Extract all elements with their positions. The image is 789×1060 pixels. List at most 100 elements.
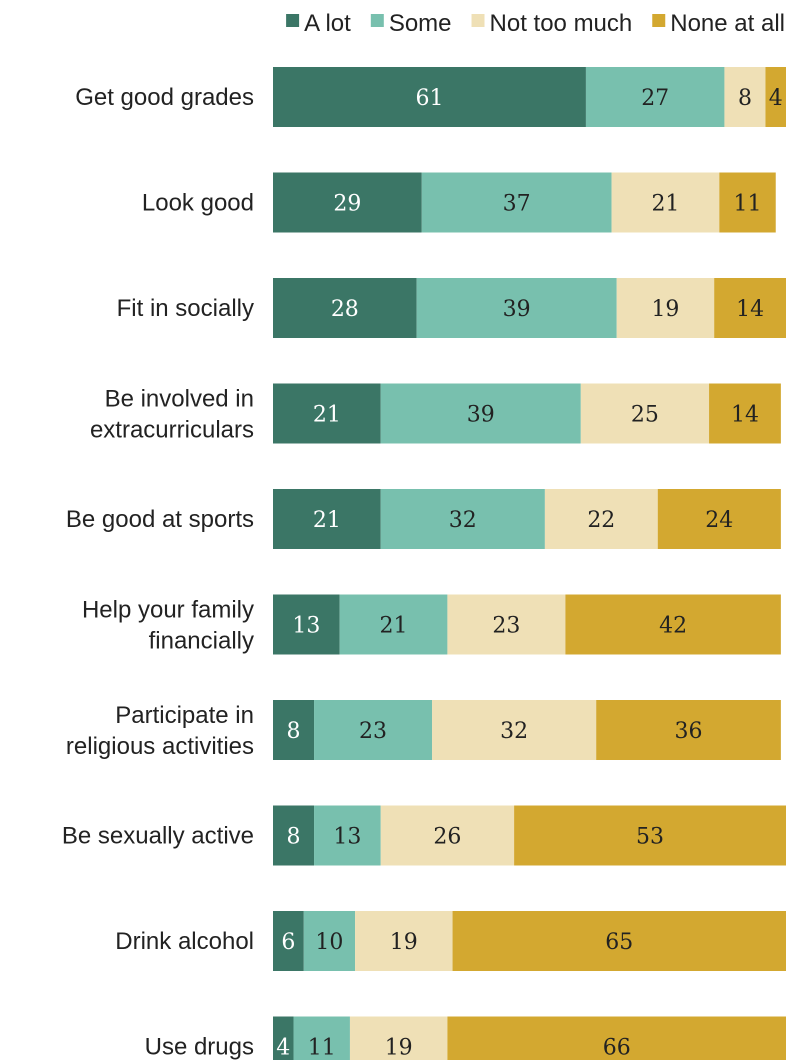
bar-segment-not-too-much [447,594,566,655]
legend-item-some: Some [370,10,452,37]
bar-segment-not-too-much [432,700,597,760]
value-label-not-too-much: 19 [385,1036,413,1060]
bar-segment-a-lot [273,172,422,233]
value-label-some: 10 [315,930,343,955]
bar-segment-some [421,172,612,233]
legend-item-none-at-all: None at all [652,10,785,37]
category-label-be-good-at-sports: Be good at sports [66,506,254,533]
value-label-not-too-much: 32 [500,719,528,744]
legend: A lot Some Not too much None at all [286,10,785,37]
value-label-some: 23 [359,719,387,744]
category-label-get-good-grades: Get good grades [75,84,254,111]
category-label-be-sexually-active: Be sexually active [62,823,254,850]
value-label-none-at-all: 36 [675,719,703,744]
bar-segment-some [293,1016,350,1060]
category-label-help-your-family-financially: Help your family financially [82,597,254,655]
bar-segment-a-lot [273,700,315,760]
bar-segment-none-at-all [709,383,781,444]
value-label-some: 13 [333,825,361,850]
legend-swatch-none-at-all [652,14,666,27]
bar-segment-none-at-all [565,594,781,655]
bar-segment-not-too-much [349,1016,448,1060]
category-label-drink-alcohol: Drink alcohol [115,928,254,955]
value-label-not-too-much: 25 [631,403,659,428]
category-labels: Get good grades Look good Fit in socially B… [62,84,254,1060]
value-label-a-lot: 8 [287,719,301,744]
value-label-none-at-all: 24 [705,508,733,533]
bar-segment-not-too-much [611,172,720,233]
bar-segment-none-at-all [714,278,786,338]
value-label-some: 27 [641,86,669,111]
legend-swatch-some [370,14,384,27]
legend-swatch-not-too-much [471,14,485,27]
bar-row-use-drugs: 4 11 19 66 [273,1016,786,1060]
bar-row-look-good: 29 37 21 11 [273,172,776,233]
legend-item-a-lot: A lot [286,10,351,37]
value-label-some: 37 [503,192,531,217]
bar-segment-not-too-much [724,67,766,127]
bar-segment-not-too-much [355,911,453,971]
value-label-none-at-all: 14 [731,403,759,428]
legend-label-a-lot: A lot [304,10,351,37]
bar-row-be-involved-in-extracurriculars: 21 39 25 14 [273,383,781,444]
bar-segment-a-lot [273,1016,294,1060]
bar-segment-none-at-all [765,67,786,127]
legend-label-some: Some [389,10,452,37]
bar-row-be-good-at-sports: 21 32 22 24 [273,489,781,549]
value-label-not-too-much: 8 [738,86,752,111]
value-label-some: 39 [503,297,531,322]
value-label-a-lot: 8 [287,825,301,850]
value-label-a-lot: 28 [331,297,359,322]
value-label-none-at-all: 66 [603,1036,631,1060]
bar-segment-none-at-all [447,1016,786,1060]
bar-segment-none-at-all [514,805,786,866]
bar-segment-none-at-all [596,700,781,760]
value-label-a-lot: 61 [415,86,443,111]
category-label-use-drugs: Use drugs [145,1034,254,1060]
value-label-not-too-much: 19 [390,930,418,955]
bar-segment-a-lot [273,805,315,866]
value-label-none-at-all: 11 [734,192,762,217]
bar-segment-some [339,594,448,655]
bar-segment-a-lot [273,383,381,444]
value-label-a-lot: 21 [313,508,341,533]
value-label-none-at-all: 65 [605,930,633,955]
value-label-not-too-much: 21 [651,192,679,217]
value-label-not-too-much: 26 [433,825,461,850]
bar-segment-none-at-all [719,172,776,233]
value-label-not-too-much: 23 [492,614,520,639]
legend-item-not-too-much: Not too much [471,10,633,37]
bar-segment-none-at-all [452,911,786,971]
bar-segment-none-at-all [657,489,781,549]
bar-segment-some [380,383,581,444]
bar-segment-a-lot [273,489,381,549]
value-label-a-lot: 6 [281,930,295,955]
value-label-a-lot: 21 [313,403,341,428]
value-label-a-lot: 29 [333,192,361,217]
value-label-none-at-all: 53 [636,825,664,850]
bar-row-be-sexually-active: 8 13 26 53 [273,805,786,866]
value-label-some: 32 [449,508,477,533]
bar-row-drink-alcohol: 6 10 19 65 [273,911,786,971]
legend-label-not-too-much: Not too much [490,10,633,37]
bar-segment-a-lot [273,594,340,655]
value-label-none-at-all: 42 [659,614,687,639]
value-label-a-lot: 13 [292,614,320,639]
value-label-some: 21 [380,614,408,639]
category-label-fit-in-socially: Fit in socially [117,295,254,322]
bar-segment-not-too-much [380,805,515,866]
value-label-not-too-much: 19 [651,297,679,322]
bar-row-get-good-grades: 61 27 8 4 [273,67,786,127]
value-label-none-at-all: 14 [736,297,764,322]
bar-segment-not-too-much [580,383,710,444]
bar-segment-a-lot [273,911,304,971]
bar-segment-not-too-much [544,489,658,549]
bar-segment-some [303,911,356,971]
bar-row-help-your-family-financially: 13 21 23 42 [273,594,781,655]
bar-segment-some [380,489,545,549]
value-label-a-lot: 4 [276,1036,290,1060]
legend-swatch-a-lot [286,14,300,27]
category-label-participate-in-religious-activities: Participate in religious activities [66,702,254,760]
